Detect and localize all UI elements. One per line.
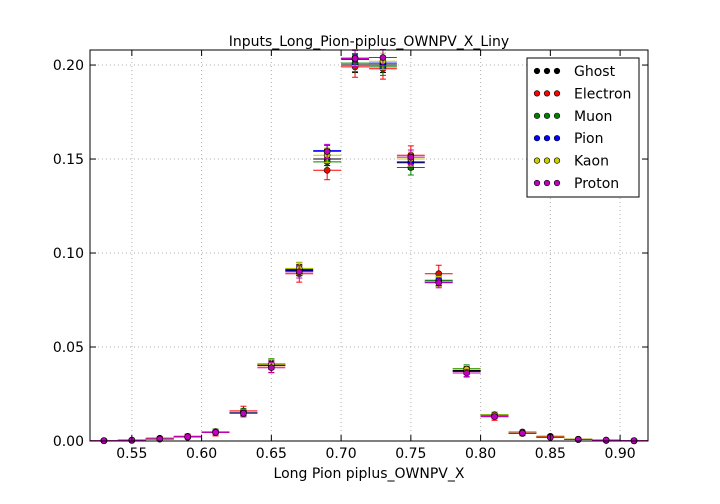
legend-marker [553, 179, 561, 187]
data-point [602, 436, 610, 444]
data-point [156, 435, 164, 443]
legend-label: Pion [574, 131, 603, 147]
y-tick-label: 0.20 [53, 58, 84, 74]
data-point [463, 369, 470, 377]
series-proton [90, 48, 648, 444]
legend-item-pion: Pion [533, 131, 603, 147]
x-tick-label: 0.60 [186, 446, 217, 462]
legend-marker [543, 179, 551, 187]
legend-label: Ghost [574, 64, 616, 80]
data-point [212, 429, 219, 436]
x-tick-label: 0.55 [116, 446, 147, 462]
y-tick-label: 0.10 [53, 246, 84, 262]
legend-marker [543, 67, 551, 75]
x-tick-label: 0.75 [395, 446, 426, 462]
x-tick-label: 0.90 [605, 446, 636, 462]
data-point [184, 433, 191, 440]
data-point [240, 410, 247, 417]
legend-label: Muon [574, 109, 612, 125]
data-point [435, 279, 443, 287]
x-tick-label: 0.65 [256, 446, 287, 462]
legend-label: Electron [574, 86, 631, 102]
legend-box [526, 57, 640, 198]
legend: Ghost Electron Muon Pion Kaon Proton [526, 57, 640, 198]
legend-marker [553, 90, 561, 97]
x-tick-label: 0.70 [326, 446, 357, 462]
data-point [268, 364, 275, 371]
legend-item-ghost: Ghost [533, 64, 616, 80]
legend-marker [533, 90, 541, 97]
y-tick-label: 0.15 [53, 152, 84, 168]
data-point [379, 54, 387, 61]
data-point [323, 148, 331, 155]
legend-item-electron: Electron [533, 86, 631, 102]
legend-marker [533, 135, 541, 142]
legend-marker [533, 179, 541, 187]
legend-marker [533, 157, 541, 164]
legend-label: Proton [574, 176, 619, 192]
data-point [407, 153, 415, 161]
legend-item-muon: Muon [533, 109, 612, 125]
chart-title: Inputs_Long_Pion-piplus_OWNPV_X_Liny [229, 34, 509, 50]
legend-label: Kaon [574, 154, 609, 170]
legend-marker [553, 67, 561, 75]
legend-marker [543, 90, 551, 97]
legend-marker [533, 67, 541, 75]
plot-frame [89, 49, 649, 442]
y-tick-label: 0.00 [53, 434, 84, 450]
data-point [491, 413, 498, 420]
data-point [574, 436, 582, 443]
x-axis-label: Long Pion piplus_OWNPV_X [274, 466, 465, 482]
legend-marker [553, 135, 561, 142]
x-tick-label: 0.85 [535, 446, 566, 462]
legend-marker [553, 157, 561, 164]
y-tick-label: 0.05 [53, 340, 84, 356]
legend-marker [543, 112, 551, 119]
ticks: 0.55 0.60 0.65 0.70 0.75 0.80 0.85 0.90 0.00 0.05… [53, 50, 648, 462]
legend-marker [553, 112, 561, 119]
legend-marker [543, 157, 551, 164]
data-point [295, 268, 303, 276]
legend-item-kaon: Kaon [533, 154, 609, 170]
x-tick-label: 0.80 [465, 446, 496, 462]
data-point [519, 429, 526, 437]
data-point [351, 55, 359, 62]
legend-item-proton: Proton [533, 176, 619, 192]
legend-marker [543, 135, 551, 142]
legend-marker [533, 112, 541, 119]
